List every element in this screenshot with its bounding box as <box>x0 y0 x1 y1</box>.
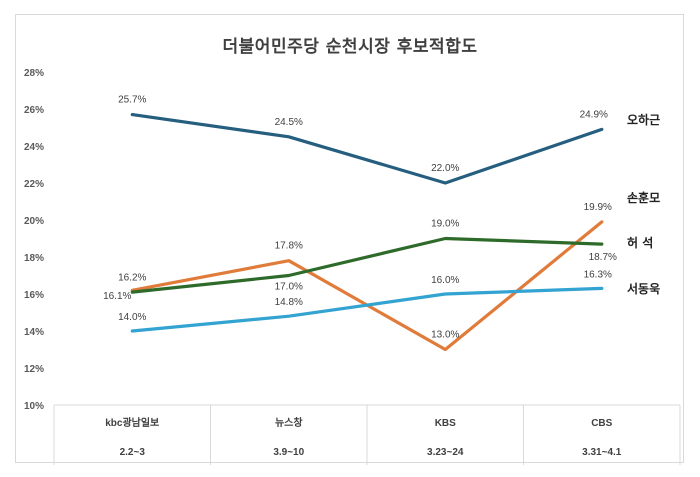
y-tick-label: 12% <box>24 364 44 375</box>
series-layer <box>130 112 604 352</box>
data-label: 25.7% <box>118 95 146 106</box>
y-tick-label: 10% <box>24 401 44 412</box>
series-name-label: 손훈모 <box>627 190 660 205</box>
y-tick-label: 24% <box>24 142 44 153</box>
data-label: 19.0% <box>431 219 459 230</box>
data-label: 14.0% <box>118 312 146 323</box>
y-tick-label: 16% <box>24 290 44 301</box>
data-label: 22.0% <box>431 163 459 174</box>
data-label: 14.8% <box>275 297 303 308</box>
data-label: 24.9% <box>580 109 608 120</box>
chart-frame <box>15 14 684 463</box>
data-label: 16.3% <box>584 269 612 280</box>
y-tick-label: 26% <box>24 105 44 116</box>
series-line <box>130 236 604 294</box>
label-layer: 25.7% 24.5% 22.0% 24.9% 16.2% 17.8% 13.0% 19.9%… <box>103 95 660 341</box>
data-label: 16.0% <box>431 275 459 286</box>
data-label: 16.2% <box>118 272 146 283</box>
x-date-label: 3.23~24 <box>427 447 464 458</box>
axis-layer: 10% 12% 14% 16% 18% 20% 22% 24% 26% 28% kbc광남일보 2.2… <box>24 68 681 465</box>
y-tick-label: 20% <box>24 216 44 227</box>
y-tick-label: 28% <box>24 68 44 79</box>
x-category-label: KBS <box>435 418 456 429</box>
data-label: 17.8% <box>275 241 303 252</box>
y-tick-label: 14% <box>24 327 44 338</box>
chart-title: 더불어민주당 순천시장 후보적합도 <box>222 37 478 57</box>
series-line <box>130 112 604 185</box>
x-date-label: 2.2~3 <box>120 447 146 458</box>
data-label: 24.5% <box>275 117 303 128</box>
series-line <box>130 286 604 333</box>
x-category-label: 뉴스창 <box>275 416 303 429</box>
y-tick-label: 22% <box>24 179 44 190</box>
data-label: 17.0% <box>275 282 303 293</box>
series-name-label: 오하근 <box>627 112 660 127</box>
data-label: 16.1% <box>103 291 131 302</box>
y-tick-label: 18% <box>24 253 44 264</box>
x-date-label: 3.9~10 <box>273 447 304 458</box>
series-name-label: 서동욱 <box>627 281 660 296</box>
series-name-label: 허 석 <box>627 235 653 250</box>
x-date-label: 3.31~4.1 <box>582 447 622 458</box>
data-label: 19.9% <box>584 202 612 213</box>
x-category-label: CBS <box>591 418 612 429</box>
data-label: 13.0% <box>431 330 459 341</box>
data-label: 18.7% <box>589 252 617 263</box>
x-category-label: kbc광남일보 <box>105 416 159 429</box>
